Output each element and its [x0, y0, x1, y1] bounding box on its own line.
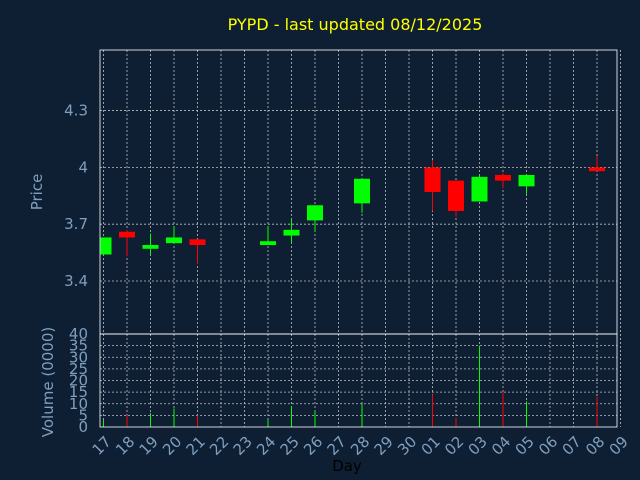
volume-tick-label: 5 — [78, 406, 88, 424]
candle — [495, 173, 511, 189]
candle — [100, 237, 112, 255]
price-tick-labels: 3.4 3.7 4 4.3 — [64, 102, 88, 290]
x-axis-label: Day — [332, 457, 362, 475]
candle — [189, 239, 206, 264]
price-tick-label: 3.7 — [64, 215, 88, 233]
candle-body — [589, 167, 605, 172]
candle — [260, 226, 276, 246]
candle — [518, 174, 535, 194]
candle-body — [283, 229, 300, 236]
candle — [119, 229, 135, 257]
candle-body — [424, 167, 441, 192]
volume-tick-label: 10 — [69, 395, 88, 413]
candle-body — [518, 174, 535, 187]
price-tick-label: 4 — [78, 158, 88, 176]
x-tick-labels: 1718192021222324252627282930010203040506… — [89, 433, 632, 459]
candle-body — [448, 180, 464, 211]
candle-body — [354, 178, 370, 204]
candle-body — [166, 237, 182, 244]
volume-tick-label: 30 — [69, 348, 88, 366]
candle-body — [307, 205, 323, 221]
volume-tick-label: 0 — [78, 418, 88, 436]
candle — [307, 205, 323, 232]
price-tick-label: 4.3 — [64, 102, 88, 120]
candle — [283, 218, 300, 244]
y-axis-label: Price — [28, 174, 46, 211]
candle-body — [260, 241, 276, 246]
volume-tick-label: 35 — [69, 337, 88, 355]
candle — [589, 156, 605, 172]
candle — [448, 180, 464, 217]
volume-tick-label: 40 — [69, 325, 88, 343]
volume-panel-frame — [99, 333, 618, 428]
candle-body — [495, 174, 511, 181]
candle-body — [100, 237, 112, 255]
volume-tick-label: 25 — [69, 360, 88, 378]
volume-bars — [103, 345, 598, 427]
candle — [142, 233, 159, 255]
candle-body — [189, 239, 206, 246]
candles — [100, 156, 605, 264]
candle-body — [119, 231, 135, 238]
volume-axis-label: Volume (0000) — [39, 327, 57, 437]
volume-tick-label: 15 — [69, 383, 88, 401]
candle — [424, 159, 441, 211]
price-tick-label: 3.4 — [64, 272, 88, 290]
chart-title: PYPD - last updated 08/12/2025 — [228, 15, 483, 34]
candle — [166, 226, 182, 244]
candle-body — [471, 176, 488, 202]
candle — [354, 178, 370, 213]
candle — [471, 174, 488, 202]
volume-tick-label: 20 — [69, 372, 88, 390]
candle-body — [142, 245, 159, 249]
